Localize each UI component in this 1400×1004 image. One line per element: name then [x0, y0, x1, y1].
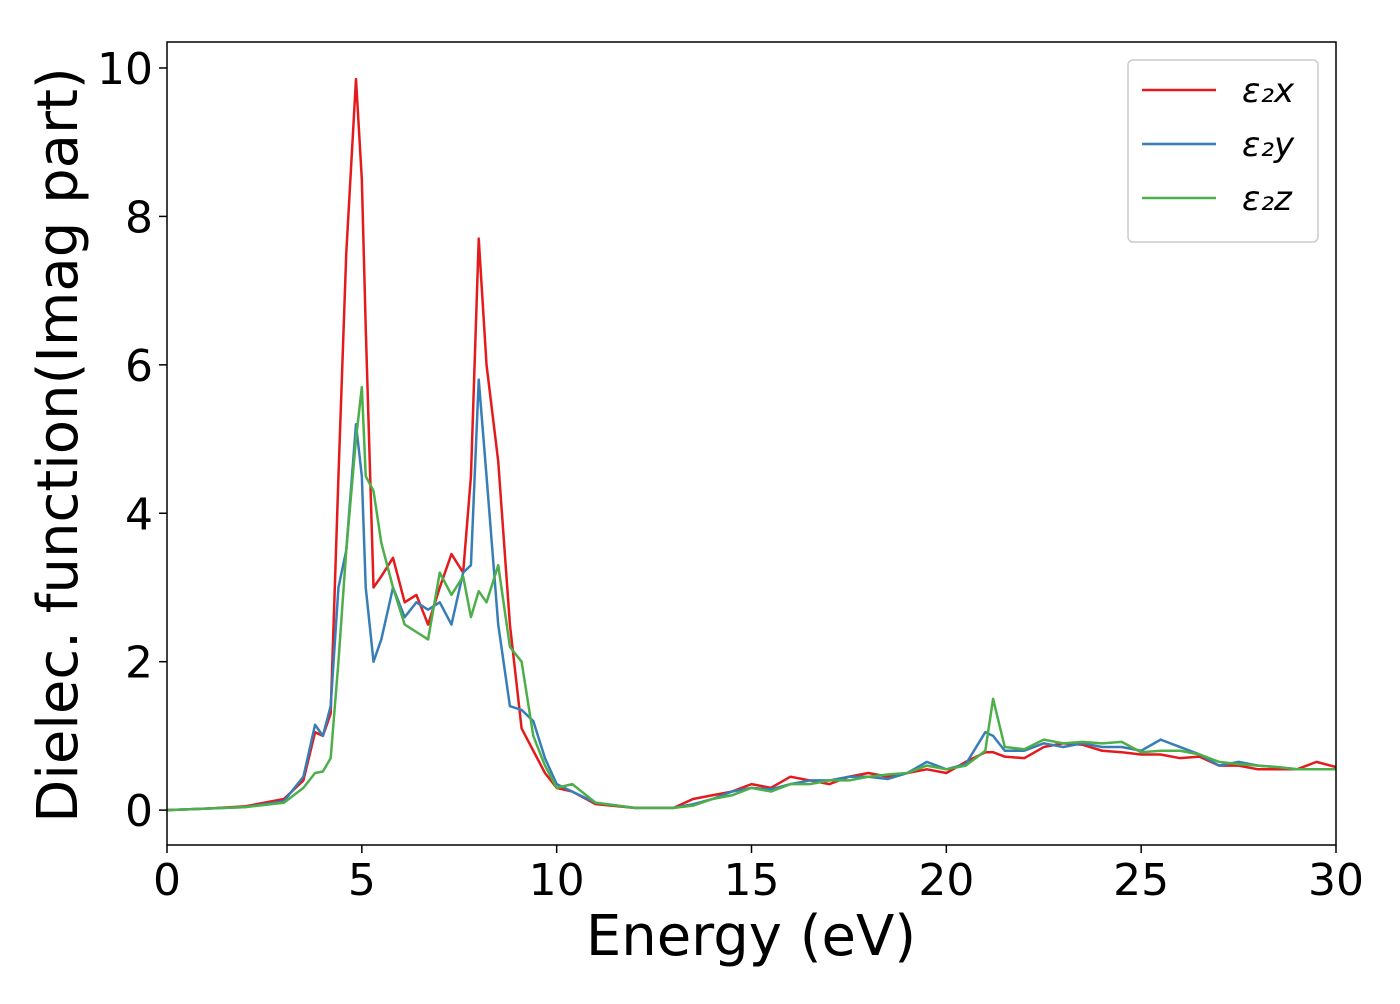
x-tick-label: 30	[1308, 855, 1364, 906]
y-tick-label: 10	[97, 44, 153, 95]
y-tick-label: 4	[125, 489, 153, 540]
y-tick-label: 0	[125, 786, 153, 837]
x-tick-label: 10	[529, 855, 585, 906]
x-tick-label: 5	[348, 855, 376, 906]
legend-label: ε₂z	[1242, 179, 1293, 219]
legend-box	[1127, 59, 1319, 243]
x-tick-label: 15	[724, 855, 780, 906]
x-tick-label: 0	[153, 855, 181, 906]
legend-label: ε₂y	[1242, 125, 1295, 165]
series-line	[167, 77, 1336, 812]
series-line	[167, 385, 1336, 812]
y-tick-label: 8	[125, 192, 153, 243]
y-axis-label: Dielec. function(Imag part)	[26, 67, 91, 823]
y-tick-label: 6	[125, 341, 153, 392]
legend-label: ε₂x	[1242, 71, 1295, 111]
x-tick-label: 25	[1113, 855, 1169, 906]
x-tick-label: 20	[918, 855, 974, 906]
x-axis-label: Energy (eV)	[586, 904, 916, 969]
y-tick-label: 2	[125, 638, 153, 689]
plot-frame	[166, 41, 1337, 846]
